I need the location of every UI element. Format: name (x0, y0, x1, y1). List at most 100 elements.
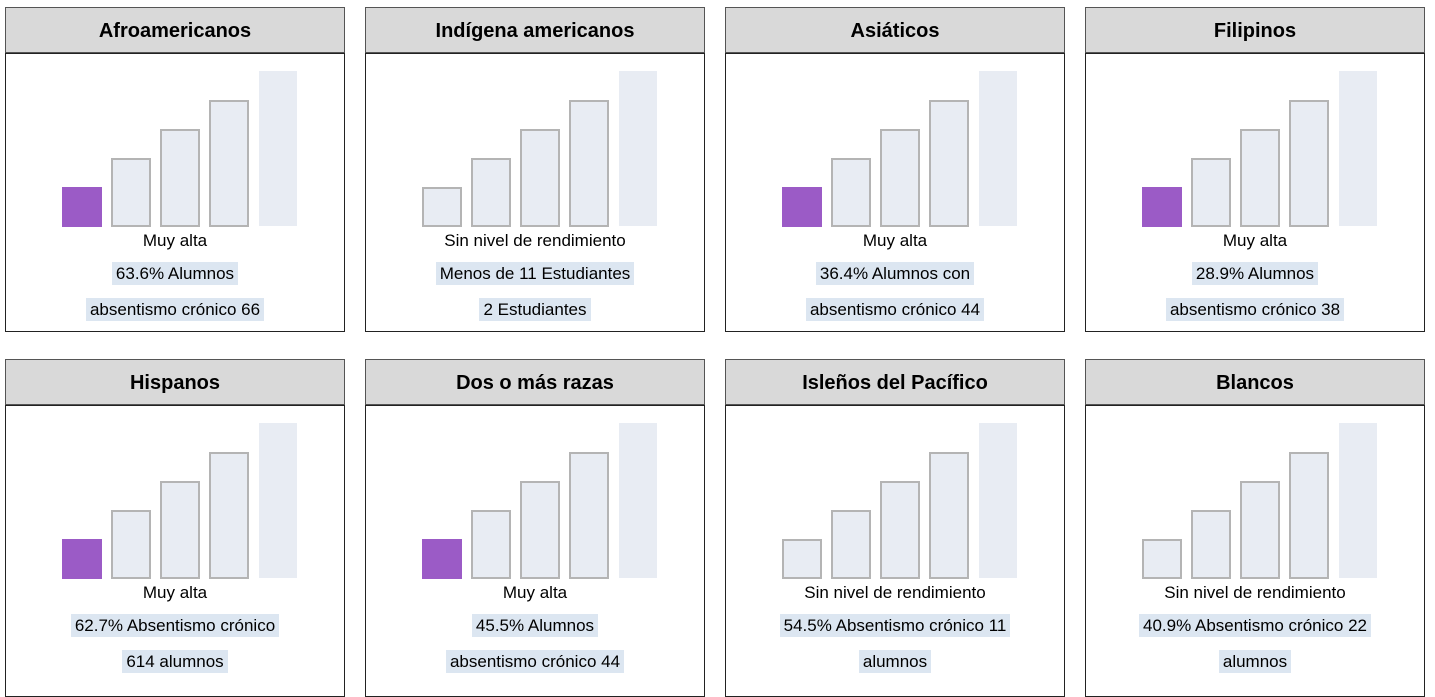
card-body: Sin nivel de rendimiento Menos de 11 Estu… (365, 53, 705, 332)
detail-line: absentismo crónico 44 (726, 298, 1064, 321)
level-bar (1339, 423, 1377, 578)
level-bar (1240, 481, 1280, 579)
level-bar (422, 539, 462, 579)
detail-line: alumnos (726, 650, 1064, 673)
level-bar (831, 510, 871, 579)
detail-text: 45.5% Alumnos (471, 614, 599, 637)
detail-text: absentismo crónico 44 (805, 298, 985, 321)
detail-line: 36.4% Alumnos con (726, 262, 1064, 285)
level-bar (259, 423, 297, 578)
card-header: Blancos (1085, 359, 1425, 405)
level-bar (111, 510, 151, 579)
detail-text: 614 alumnos (122, 650, 228, 673)
card-body: Sin nivel de rendimiento 54.5% Absentismo… (725, 405, 1065, 697)
level-text: Muy alta (1222, 231, 1288, 250)
level-bar (1142, 539, 1182, 579)
detail-text: 54.5% Absentismo crónico 11 (779, 614, 1011, 637)
level-icon (422, 423, 657, 579)
level-text: Muy alta (142, 231, 208, 250)
detail-line: 63.6% Alumnos (6, 262, 344, 285)
level-bar (471, 158, 511, 227)
card-body: Muy alta 28.9% Alumnos absentismo crónico … (1085, 53, 1425, 332)
card-header: Asiáticos (725, 7, 1065, 53)
detail-line: 28.9% Alumnos (1086, 262, 1424, 285)
detail-line: 62.7% Absentismo crónico (6, 614, 344, 637)
card-body: Muy alta 62.7% Absentismo crónico 614 alum… (5, 405, 345, 697)
card-header: Isleños del Pacífico (725, 359, 1065, 405)
level-bar (929, 452, 969, 579)
level-text: Muy alta (862, 231, 928, 250)
level-icon (1142, 71, 1377, 227)
detail-line: absentismo crónico 66 (6, 298, 344, 321)
detail-line: 54.5% Absentismo crónico 11 (726, 614, 1064, 637)
detail-text: absentismo crónico 66 (85, 298, 265, 321)
level-bar (209, 452, 249, 579)
level-bar (259, 71, 297, 226)
level-icon (782, 423, 1017, 579)
detail-line: absentismo crónico 38 (1086, 298, 1424, 321)
level-bar (1240, 129, 1280, 227)
page: Afroamericanos Muy alta 63.6% Alumnos absen… (5, 7, 1425, 697)
level-bar (831, 158, 871, 227)
detail-text: absentismo crónico 44 (445, 650, 625, 673)
level-bar (929, 100, 969, 227)
level-bar (62, 539, 102, 579)
level-bar (1289, 452, 1329, 579)
level-bar (209, 100, 249, 227)
level-text: Muy alta (142, 583, 208, 602)
level-bar (782, 539, 822, 579)
level-text: Sin nivel de rendimiento (804, 583, 986, 602)
detail-text: 2 Estudiantes (479, 298, 591, 321)
detail-text: Menos de 11 Estudiantes (435, 262, 635, 285)
level-icon (1142, 423, 1377, 579)
level-bar (619, 71, 657, 226)
detail-line: 40.9% Absentismo crónico 22 (1086, 614, 1424, 637)
level-icon (422, 71, 657, 227)
detail-text: alumnos (858, 650, 932, 673)
card-body: Muy alta 36.4% Alumnos con absentismo crón… (725, 53, 1065, 332)
level-bar (569, 452, 609, 579)
level-bar (619, 423, 657, 578)
level-bar (569, 100, 609, 227)
card-header: Filipinos (1085, 7, 1425, 53)
detail-line: Menos de 11 Estudiantes (366, 262, 704, 285)
detail-text: 40.9% Absentismo crónico 22 (1139, 614, 1371, 637)
detail-text: 28.9% Alumnos (1191, 262, 1319, 285)
card-body: Sin nivel de rendimiento 40.9% Absentismo… (1085, 405, 1425, 697)
card-header: Afroamericanos (5, 7, 345, 53)
level-bar (880, 129, 920, 227)
card-header: Dos o más razas (365, 359, 705, 405)
level-bar (520, 481, 560, 579)
level-text: Sin nivel de rendimiento (1164, 583, 1346, 602)
detail-text: 62.7% Absentismo crónico (70, 614, 280, 637)
level-icon (62, 423, 297, 579)
level-bar (880, 481, 920, 579)
level-bar (160, 481, 200, 579)
level-bar (520, 129, 560, 227)
level-bar (1142, 187, 1182, 227)
level-bar (979, 423, 1017, 578)
level-bar (422, 187, 462, 227)
level-icon (62, 71, 297, 227)
level-bar (1339, 71, 1377, 226)
card-header: Hispanos (5, 359, 345, 405)
level-text: Sin nivel de rendimiento (444, 231, 626, 250)
level-bar (1191, 510, 1231, 579)
level-bar (1191, 158, 1231, 227)
level-bar (471, 510, 511, 579)
level-bar (111, 158, 151, 227)
detail-line: absentismo crónico 44 (366, 650, 704, 673)
card-body: Muy alta 63.6% Alumnos absentismo crónico … (5, 53, 345, 332)
level-bar (979, 71, 1017, 226)
level-bar (62, 187, 102, 227)
level-bar (782, 187, 822, 227)
level-bar (1289, 100, 1329, 227)
detail-text: 36.4% Alumnos con (815, 262, 975, 285)
level-icon (782, 71, 1017, 227)
detail-line: 2 Estudiantes (366, 298, 704, 321)
detail-text: alumnos (1218, 650, 1292, 673)
card-body: Muy alta 45.5% Alumnos absentismo crónico … (365, 405, 705, 697)
level-bar (160, 129, 200, 227)
detail-line: 45.5% Alumnos (366, 614, 704, 637)
card-header: Indígena americanos (365, 7, 705, 53)
